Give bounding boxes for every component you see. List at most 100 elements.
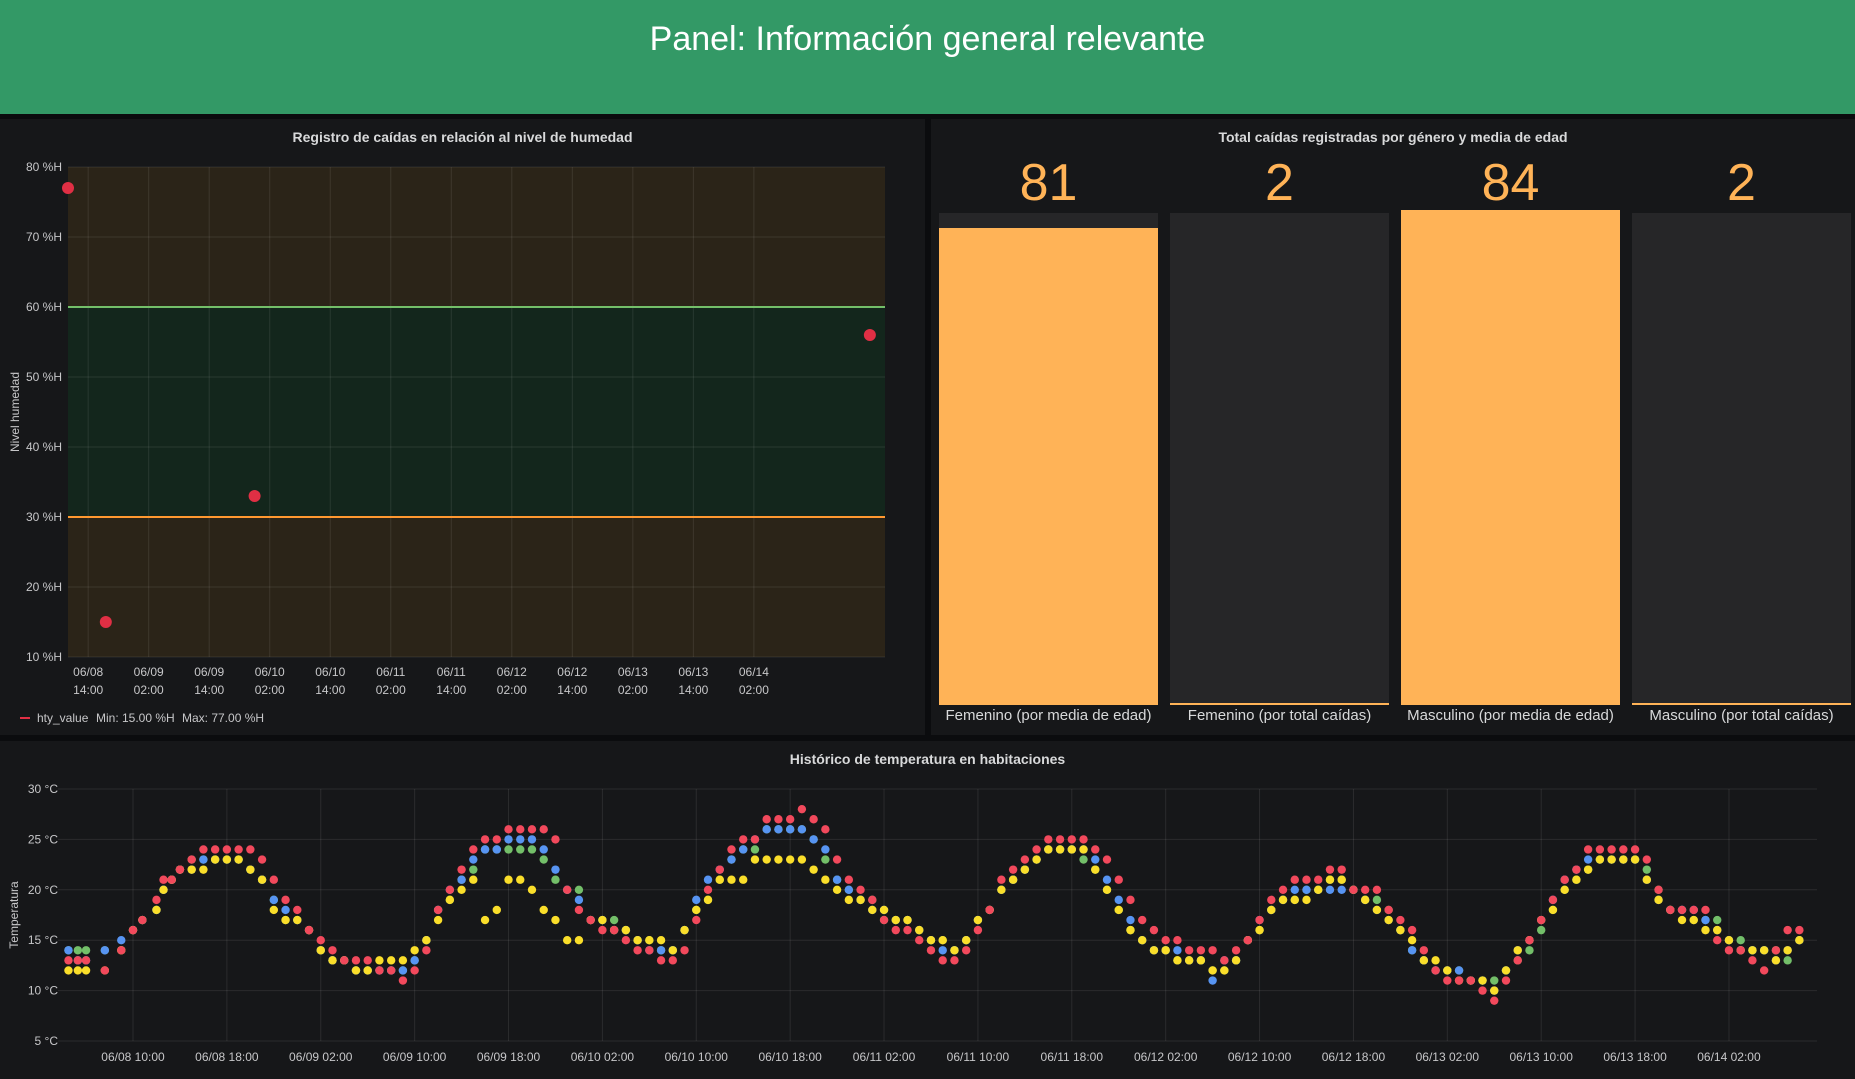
humidity-panel[interactable]: Registro de caídas en relación al nivel … — [0, 119, 925, 735]
temperature-point — [797, 855, 807, 864]
temperature-point — [551, 875, 560, 884]
temperature-point — [739, 875, 748, 884]
temperature-point — [1443, 966, 1452, 975]
x-tick-label: 06/12 02:00 — [1134, 1050, 1198, 1064]
temperature-point — [1114, 905, 1123, 915]
temperature-point — [809, 815, 818, 824]
temperature-chart[interactable]: 5 °C 10 °C 15 °C 20 °C 25 °C 30 °C Temperatura… — [0, 741, 1855, 1079]
temperature-point — [1572, 875, 1581, 884]
temperature-point — [1431, 966, 1440, 975]
x-tick-time: 14:00 — [678, 683, 708, 697]
temperature-point — [715, 875, 724, 884]
temperature-point — [1701, 915, 1710, 925]
temperature-point — [562, 936, 572, 945]
temperature-point — [551, 865, 560, 874]
temperature-point — [1231, 946, 1241, 955]
temperature-point — [64, 946, 73, 955]
temperature-point — [73, 966, 83, 975]
temperature-point — [100, 946, 110, 955]
temperature-point — [1173, 956, 1182, 965]
temperature-point — [398, 956, 408, 965]
temperature-point — [1032, 845, 1041, 854]
temperature-point — [692, 905, 701, 915]
temperature-point — [715, 865, 724, 874]
temperature-point — [1478, 976, 1487, 985]
y-tick-label: 40 %H — [26, 440, 62, 454]
humidity-chart[interactable]: 10 %H 20 %H 30 %H 40 %H 50 %H 60 %H 70 %H 80 %H… — [0, 119, 925, 735]
temperature-point — [246, 845, 255, 854]
y-tick-label: 5 °C — [35, 1034, 59, 1048]
temperature-point — [1020, 855, 1030, 864]
temperature-point — [304, 925, 314, 935]
temperature-point — [1689, 905, 1698, 915]
temperature-point — [1267, 905, 1276, 915]
temperature-point — [1337, 885, 1346, 894]
temperature-point — [727, 855, 736, 864]
temperature-point — [445, 895, 455, 905]
x-tick-date: 06/11 — [376, 665, 405, 679]
temperature-point — [269, 905, 279, 915]
temperature-point — [257, 875, 267, 884]
temperature-point — [1454, 976, 1464, 985]
temperature-point — [1102, 885, 1112, 894]
temperature-point — [774, 815, 783, 824]
x-tick-date: 06/08 — [73, 665, 103, 679]
x-tick-label: 06/11 02:00 — [853, 1050, 916, 1064]
temperature-point — [1055, 835, 1065, 844]
temperature-point — [1149, 925, 1159, 935]
temperature-point — [1067, 845, 1077, 854]
temperature-point — [1748, 946, 1757, 955]
temperature-point — [1583, 865, 1593, 874]
stat-gauge[interactable]: 2 Femenino (por total caídas) — [1170, 119, 1389, 735]
temperature-point — [504, 835, 513, 844]
temperature-point — [692, 915, 701, 925]
stat-gauge[interactable]: 2 Masculino (por total caídas) — [1632, 119, 1851, 735]
temperature-point — [328, 956, 337, 965]
temperature-point — [961, 946, 971, 955]
legend-min: Min: 15.00 %H — [96, 711, 175, 725]
temperature-point — [1114, 875, 1123, 884]
y-tick-label: 15 °C — [28, 933, 58, 947]
temperature-point — [551, 915, 560, 925]
temperature-point — [1020, 865, 1030, 874]
x-tick-label: 06/09 18:00 — [477, 1050, 541, 1064]
temperature-panel-title[interactable]: Histórico de temperatura en habitaciones — [789, 751, 1066, 767]
temperature-point — [1525, 936, 1534, 945]
temperature-point — [1091, 865, 1100, 874]
temperature-point — [1360, 895, 1370, 905]
temperature-point — [844, 895, 854, 905]
temperature-point — [1642, 855, 1652, 864]
temperature-point — [1748, 956, 1757, 965]
temperature-point — [1419, 956, 1429, 965]
temperature-point — [516, 835, 525, 844]
temperature-point — [1325, 885, 1335, 894]
x-tick-label: 06/10 10:00 — [665, 1050, 729, 1064]
temperature-point — [821, 875, 830, 884]
stats-panel-title[interactable]: Total caídas registradas por género y me… — [1218, 129, 1568, 145]
humidity-point — [863, 329, 876, 341]
temperature-point — [73, 946, 83, 955]
stat-gauge[interactable]: 84 Masculino (por media de edad) — [1401, 119, 1620, 735]
temperature-point — [1407, 925, 1417, 935]
temperature-point — [539, 905, 548, 915]
x-tick-label: 06/11 18:00 — [1041, 1050, 1104, 1064]
temperature-point — [938, 956, 947, 965]
temperature-point — [175, 865, 185, 874]
temperature-point — [574, 895, 584, 905]
humidity-panel-title[interactable]: Registro de caídas en relación al nivel … — [292, 129, 633, 145]
temperature-point — [1325, 875, 1335, 884]
x-tick-label: 06/13 02:00 — [1416, 1050, 1480, 1064]
temperature-point — [138, 915, 147, 925]
temperature-point — [469, 875, 478, 884]
stat-value: 84 — [1481, 154, 1540, 212]
x-tick-date: 06/09 — [194, 665, 224, 679]
temperature-point — [1091, 845, 1100, 854]
x-tick-time: 02:00 — [497, 683, 527, 697]
x-tick-time: 14:00 — [194, 683, 224, 697]
temperature-point — [469, 865, 478, 874]
stats-panel[interactable]: Total caídas registradas por género y me… — [931, 119, 1855, 735]
temperature-panel[interactable]: Histórico de temperatura en habitaciones… — [0, 741, 1855, 1079]
temperature-point — [750, 835, 760, 844]
temperature-point — [527, 845, 537, 854]
stat-gauge[interactable]: 81 Femenino (por media de edad) — [939, 119, 1158, 735]
